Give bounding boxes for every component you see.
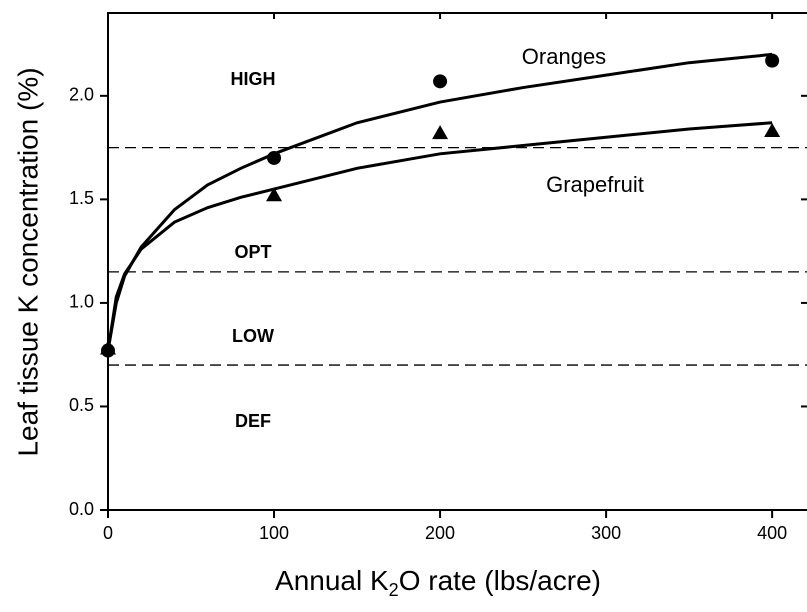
data-point bbox=[765, 53, 780, 68]
x-tick-label: 200 bbox=[425, 523, 455, 543]
y-tick-label: 0.0 bbox=[69, 499, 94, 519]
y-tick-label: 2.0 bbox=[69, 85, 94, 105]
zone-label: DEF bbox=[235, 411, 271, 431]
y-tick-label: 1.0 bbox=[69, 292, 94, 312]
y-axis-label: Leaf tissue K concentration (%) bbox=[12, 67, 43, 456]
x-axis-label-subscript: 2 bbox=[389, 580, 399, 600]
data-point bbox=[100, 340, 116, 355]
data-point bbox=[764, 123, 781, 138]
data-point bbox=[266, 187, 283, 202]
data-point bbox=[432, 125, 449, 140]
y-tick-label: 1.5 bbox=[69, 188, 94, 208]
x-tick-label: 0 bbox=[103, 523, 113, 543]
data-point bbox=[267, 150, 282, 165]
zone-label: LOW bbox=[232, 326, 274, 346]
x-axis-label-part: Annual K bbox=[275, 565, 389, 596]
x-tick-label: 100 bbox=[259, 523, 289, 543]
x-axis-label: Annual K2O rate (lbs/acre) bbox=[275, 565, 601, 599]
fit-curve bbox=[106, 121, 773, 351]
series-label: Oranges bbox=[522, 44, 606, 69]
x-tick-label: 300 bbox=[591, 523, 621, 543]
zone-label: OPT bbox=[234, 242, 271, 262]
series-label: Grapefruit bbox=[546, 172, 644, 197]
x-axis-label-part: O rate (lbs/acre) bbox=[399, 565, 601, 596]
x-tick-label: 400 bbox=[757, 523, 787, 543]
y-tick-label: 0.5 bbox=[69, 395, 94, 415]
data-point bbox=[433, 74, 448, 89]
zone-label: HIGH bbox=[231, 69, 276, 89]
fit-curve bbox=[106, 52, 773, 351]
plot-frame bbox=[107, 12, 807, 511]
